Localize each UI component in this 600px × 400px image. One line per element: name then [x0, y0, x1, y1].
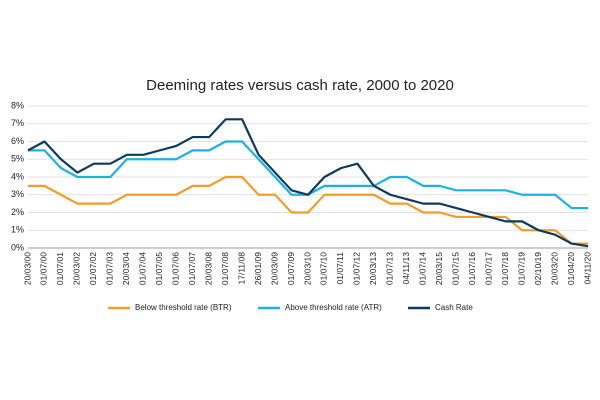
- y-tick-label: 3%: [11, 189, 24, 199]
- x-tick-label: 01/07/01: [55, 252, 65, 285]
- x-tick-label: 26/01/09: [253, 252, 263, 285]
- line-series: [28, 140, 588, 210]
- x-tick-label: 01/07/03: [105, 252, 115, 285]
- x-tick-label: 01/07/13: [385, 252, 395, 285]
- x-tick-label: 01/07/09: [286, 252, 296, 285]
- y-tick-label: 2%: [11, 207, 24, 217]
- legend-label: Above threshold rate (ATR): [285, 303, 382, 312]
- chart-title: Deeming rates versus cash rate, 2000 to …: [146, 77, 454, 94]
- y-tick-label: 5%: [11, 154, 24, 164]
- x-tick-label: 01/07/10: [319, 252, 329, 285]
- x-tick-label: 01/07/16: [467, 252, 477, 285]
- x-tick-label: 01/04/20: [566, 252, 576, 285]
- x-tick-label: 20/03/15: [434, 252, 444, 285]
- x-tick-label: 01/07/19: [516, 252, 526, 285]
- x-tick-label: 01/07/07: [187, 252, 197, 285]
- x-tick-label: 20/03/04: [121, 252, 131, 285]
- x-tick-label: 01/07/02: [88, 252, 98, 285]
- x-tick-label: 20/03/00: [22, 252, 32, 285]
- legend-label: Below threshold rate (BTR): [135, 303, 232, 312]
- y-tick-label: 0%: [11, 242, 24, 252]
- line-series: [27, 118, 589, 248]
- x-tick-label: 20/03/20: [549, 252, 559, 285]
- line-series: [28, 175, 588, 245]
- x-tick-label: 01/07/18: [500, 252, 510, 285]
- x-tick-label: 01/07/05: [154, 252, 164, 285]
- x-tick-label: 01/07/08: [220, 252, 230, 285]
- y-tick-label: 1%: [11, 225, 24, 235]
- x-tick-label: 02/10/19: [533, 252, 543, 285]
- x-tick-label: 01/07/17: [483, 252, 493, 285]
- x-tick-label: 04/11/13: [401, 252, 411, 285]
- x-tick-label: 04/11/20: [582, 252, 592, 285]
- x-tick-label: 01/07/12: [352, 252, 362, 285]
- x-tick-label: 01/07/15: [450, 252, 460, 285]
- x-tick-label: 17/11/08: [236, 252, 246, 285]
- legend-label: Cash Rate: [435, 303, 473, 312]
- x-tick-label: 01/07/14: [418, 252, 428, 285]
- x-tick-label: 20/03/08: [203, 252, 213, 285]
- y-tick-label: 6%: [11, 136, 24, 146]
- x-tick-label: 01/07/00: [39, 252, 49, 285]
- x-tick-label: 20/03/02: [72, 252, 82, 285]
- x-tick-label: 01/07/04: [138, 252, 148, 285]
- x-tick-label: 20/03/09: [269, 252, 279, 285]
- x-tick-label: 01/07/06: [170, 252, 180, 285]
- y-tick-label: 4%: [11, 171, 24, 181]
- y-tick-label: 8%: [11, 100, 24, 110]
- x-tick-label: 20/03/10: [302, 252, 312, 285]
- x-tick-label: 01/07/11: [335, 252, 345, 285]
- y-tick-label: 7%: [11, 118, 24, 128]
- x-tick-label: 20/03/13: [368, 252, 378, 285]
